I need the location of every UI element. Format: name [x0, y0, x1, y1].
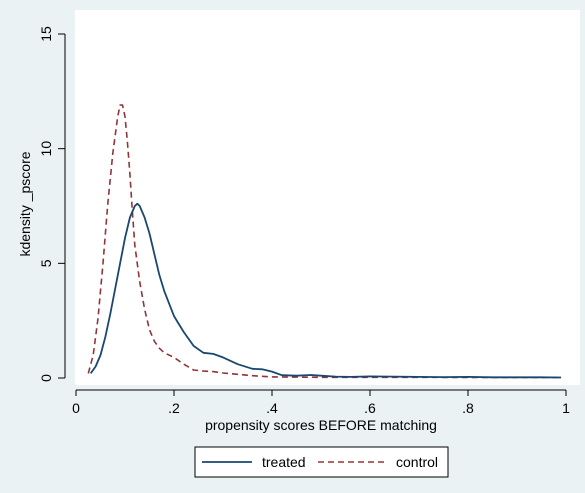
x-tick-label: .2	[168, 400, 180, 416]
legend-label-treated: treated	[262, 454, 306, 470]
x-tick-label: .4	[266, 400, 278, 416]
series-line-control	[87, 104, 562, 379]
y-tick-label: 15	[38, 26, 54, 42]
series-line-treated	[89, 202, 562, 379]
y-tick-label: 10	[38, 141, 54, 157]
x-tick-label: 0	[72, 400, 80, 416]
x-ticks: 0 .2 .4 .6 .8 1	[72, 390, 570, 416]
y-ticks: 0 5 10 15	[38, 26, 65, 382]
x-tick-label: .6	[364, 400, 376, 416]
y-axis-label: kdensity _pscore	[17, 151, 33, 256]
y-tick-label: 5	[38, 259, 54, 267]
legend: treated control	[194, 446, 449, 478]
y-tick-label: 0	[38, 374, 54, 382]
series-layer	[87, 104, 562, 379]
x-tick-label: .8	[462, 400, 474, 416]
plot-area	[75, 10, 580, 385]
x-axis-label: propensity scores BEFORE matching	[205, 417, 437, 433]
legend-label-control: control	[396, 454, 438, 470]
x-tick-label: 1	[562, 400, 570, 416]
